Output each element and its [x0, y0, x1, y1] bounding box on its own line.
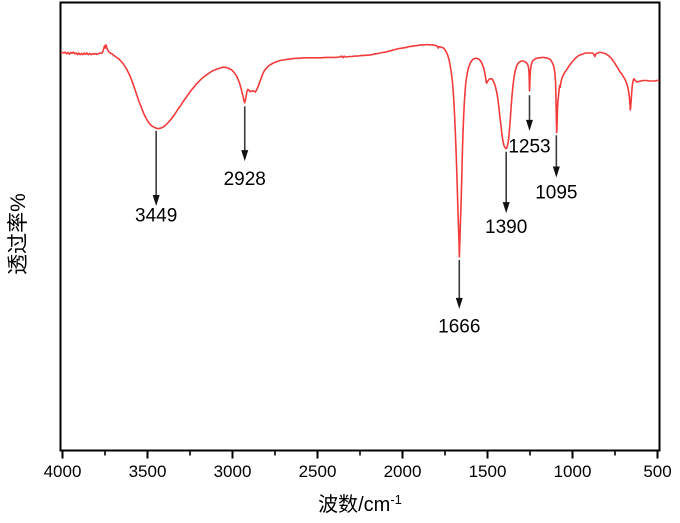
x-axis-title: 波数/cm-1: [62, 488, 658, 517]
peak-arrowhead-3449: [152, 195, 160, 207]
x-tick-label-1000: 1000: [554, 462, 592, 481]
peak-arrowhead-1390: [502, 202, 510, 214]
peak-label-1390: 1390: [485, 217, 527, 238]
plot-border: [59, 1, 661, 452]
x-tick-label-500: 500: [643, 462, 671, 481]
x-tick-label-2000: 2000: [384, 462, 422, 481]
peak-label-1095: 1095: [535, 183, 577, 204]
y-axis-title: 透过率%: [7, 193, 30, 275]
x-axis-title-text: 波数/cm: [318, 494, 391, 516]
x-tick-label-3000: 3000: [214, 462, 252, 481]
peak-label-3449: 3449: [135, 205, 177, 226]
spectrum-curve: [60, 43, 660, 258]
peak-label-1253: 1253: [508, 136, 550, 157]
peak-arrowhead-2928: [241, 150, 249, 162]
peak-label-2928: 2928: [224, 169, 266, 190]
peak-arrowhead-1253: [525, 119, 533, 131]
x-tick-label-3500: 3500: [129, 462, 167, 481]
x-tick-label-2500: 2500: [299, 462, 337, 481]
x-tick-label-4000: 4000: [44, 462, 82, 481]
x-axis-title-superscript: -1: [390, 492, 402, 507]
peak-arrowhead-1095: [552, 166, 560, 178]
x-tick-label-1500: 1500: [469, 462, 507, 481]
peak-label-1666: 1666: [438, 317, 480, 338]
peak-arrowhead-1666: [455, 297, 463, 309]
